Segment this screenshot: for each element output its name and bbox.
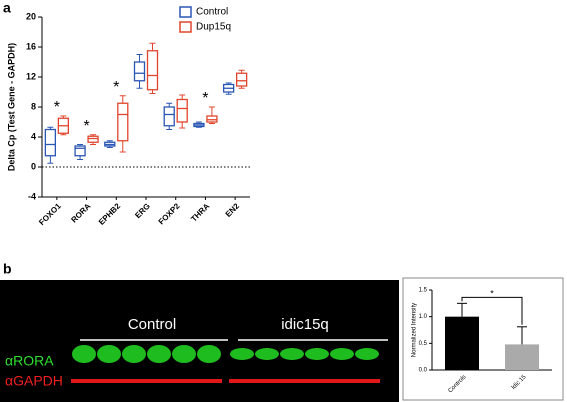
box [176,98,188,123]
y-tick-label: 0 [31,161,36,171]
gapdh-band [254,379,280,383]
gapdh-band [71,379,97,383]
blot-lanes [71,345,380,383]
gapdh-band [121,379,147,383]
y-tick-label: 20 [26,11,36,21]
rora-band [72,345,96,363]
gapdh-band [304,379,330,383]
significance-bracket [461,296,523,325]
significance-mark: * [113,79,119,96]
rora-band [280,348,304,360]
legend-swatch [179,21,192,33]
y-tick-label: 4 [31,131,36,141]
group-label: idic15q [281,316,329,333]
x-tick-label: FOXP2 [157,201,182,226]
significance-mark: * [83,118,89,135]
x-tick-label: THRA [189,201,211,223]
panel-label: b [3,261,12,277]
x-tick-label: FOXO1 [37,201,63,227]
significance-mark: * [54,99,60,116]
gapdh-band [329,379,355,383]
y-tick-label: 0.0 [419,368,428,374]
rora-band [172,345,196,363]
rora-band [230,348,254,360]
gapdh-band [229,379,255,383]
rora-band [147,345,171,363]
box [87,135,99,143]
y-tick-label: 16 [26,41,36,51]
x-tick-label: EN2 [224,201,242,219]
rora-band [255,348,279,360]
x-tick-label: ERG [133,202,152,221]
y-tick-label: 1.0 [419,314,428,320]
rora-band [197,345,221,363]
box [133,61,146,82]
significance-mark: * [490,289,494,299]
antibody-label: αRORA [5,353,54,369]
inset-frame [402,277,564,401]
bar [445,316,479,370]
gapdh-band [96,379,122,383]
panel-label: a [3,0,11,16]
rora-band [330,348,354,360]
gapdh-band [279,379,305,383]
rora-band [97,345,121,363]
box [44,128,57,157]
antibody-label: αGAPDH [5,373,63,389]
legend-label: Dup15q [196,22,231,33]
box [163,106,175,127]
y-tick-label: 8 [31,101,36,111]
group-label: Control [128,316,176,333]
legend-label: Control [196,7,228,18]
x-tick-label: RORA [69,201,92,224]
x-tick-label: EPHB2 [97,201,123,227]
y-axis-label: Normalized Intensity [412,303,418,357]
rora-band [355,348,379,360]
y-axis-label: Delta Cp (Test Gene - GAPDH) [6,43,16,171]
y-tick-label: 0.5 [419,341,428,347]
y-tick-label: 1.5 [419,288,428,294]
y-tick-label: -4 [28,191,36,201]
box [117,102,129,142]
gapdh-band [196,379,222,383]
gapdh-band [354,379,380,383]
significance-mark: * [202,90,208,107]
gapdh-band [171,379,197,383]
gapdh-band [146,379,172,383]
legend-swatch [179,6,192,18]
box [74,145,86,157]
rora-band [122,345,146,363]
box [206,115,218,123]
bar [505,344,539,370]
rora-band [305,348,329,360]
box [146,50,159,91]
y-tick-label: 12 [26,71,36,81]
box [235,72,248,87]
